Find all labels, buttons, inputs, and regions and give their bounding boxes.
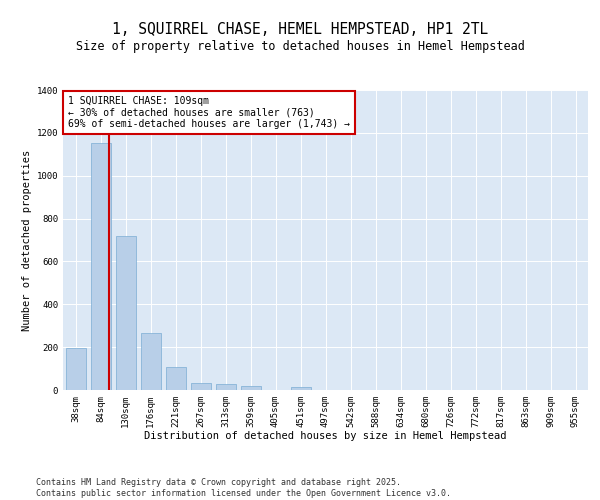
Bar bbox=[191, 383, 211, 390]
Bar bbox=[290, 387, 311, 390]
Bar bbox=[166, 367, 185, 390]
Bar bbox=[65, 348, 86, 390]
Text: 1 SQUIRREL CHASE: 109sqm
← 30% of detached houses are smaller (763)
69% of semi-: 1 SQUIRREL CHASE: 109sqm ← 30% of detach… bbox=[68, 96, 350, 129]
Bar bbox=[91, 142, 110, 390]
Text: Contains HM Land Registry data © Crown copyright and database right 2025.
Contai: Contains HM Land Registry data © Crown c… bbox=[36, 478, 451, 498]
Bar bbox=[241, 386, 260, 390]
Bar bbox=[215, 384, 235, 390]
Text: 1, SQUIRREL CHASE, HEMEL HEMPSTEAD, HP1 2TL: 1, SQUIRREL CHASE, HEMEL HEMPSTEAD, HP1 … bbox=[112, 22, 488, 38]
X-axis label: Distribution of detached houses by size in Hemel Hempstead: Distribution of detached houses by size … bbox=[144, 432, 507, 442]
Y-axis label: Number of detached properties: Number of detached properties bbox=[22, 150, 32, 330]
Bar bbox=[140, 333, 161, 390]
Bar bbox=[115, 236, 136, 390]
Text: Size of property relative to detached houses in Hemel Hempstead: Size of property relative to detached ho… bbox=[76, 40, 524, 53]
